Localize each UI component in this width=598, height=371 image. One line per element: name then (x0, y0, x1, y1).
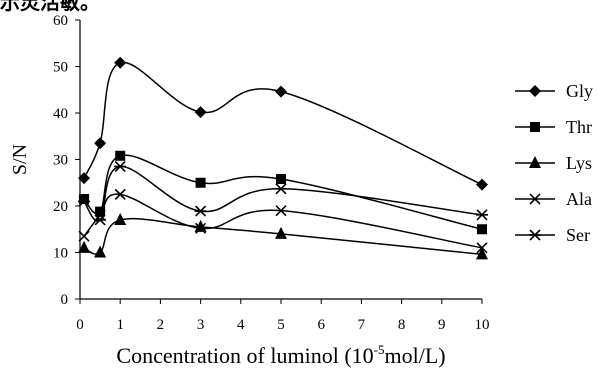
y-tick-label: 10 (53, 246, 68, 262)
data-point-ala (195, 222, 207, 234)
data-point-lys (476, 247, 488, 260)
legend-marker-ser (529, 229, 541, 241)
y-tick-label: 40 (53, 106, 68, 122)
legend-label: Lys (566, 153, 592, 173)
x-tick-label: 8 (398, 317, 406, 333)
x-tick-label: 0 (76, 317, 84, 333)
data-point-thr (195, 177, 206, 188)
data-point-gly (476, 178, 488, 191)
x-axis-label: Concentration of luminol (10-5mol/L) (116, 342, 445, 368)
data-point-ser (78, 195, 91, 207)
y-tick-label: 50 (53, 60, 68, 76)
data-point-thr (276, 174, 286, 185)
legend-label: Gly (566, 81, 593, 101)
x-tick-label: 6 (317, 317, 325, 333)
y-tick-label: 20 (53, 199, 68, 215)
legend: Gly Thr Lys Ala Ser (515, 81, 593, 245)
data-point-ser (476, 209, 488, 221)
x-tick-label: 4 (237, 317, 245, 333)
data-point-gly (78, 172, 91, 185)
data-point-gly (275, 85, 287, 98)
x-tick-label: 10 (475, 317, 490, 333)
legend-marker-gly (529, 85, 541, 97)
series-thr (79, 150, 487, 235)
legend-label: Ser (566, 225, 590, 245)
series-line-gly (83, 61, 483, 186)
series-ser (78, 160, 488, 226)
data-point-lys (114, 212, 127, 225)
y-tick-label: 0 (61, 292, 69, 308)
series-gly (78, 56, 488, 191)
legend-marker-lys (529, 156, 541, 168)
data-point-thr (477, 224, 487, 235)
data-point-gly (194, 106, 207, 119)
data-point-ser (275, 183, 287, 195)
data-point-ala (476, 242, 488, 254)
data-point-ala (275, 205, 287, 217)
data-point-ala (78, 230, 90, 242)
legend-item-lys: Lys (515, 153, 592, 173)
x-tick-label: 7 (358, 317, 366, 333)
y-tick-label: 30 (53, 153, 68, 169)
legend-marker-thr (530, 122, 540, 132)
x-tick-label: 2 (157, 317, 165, 333)
data-point-lys (78, 240, 91, 253)
legend-marker-ala (529, 193, 541, 205)
top-text-fragment: 示灵活敏。 (0, 0, 100, 14)
data-point-thr (95, 206, 106, 217)
x-tick-label: 1 (116, 317, 124, 333)
legend-item-gly: Gly (515, 81, 593, 101)
series-line-thr (83, 154, 483, 230)
data-point-ser (194, 205, 207, 217)
series-ala (78, 188, 488, 254)
series-line-ala (83, 193, 483, 249)
data-point-lys (275, 226, 287, 239)
y-ticks: 0 10 20 30 40 50 60 (53, 13, 80, 308)
legend-label: Ala (566, 189, 592, 209)
data-point-gly (114, 56, 127, 69)
x-tick-label: 3 (197, 317, 205, 333)
legend-item-thr: Thr (515, 117, 592, 137)
x-axis-label-tail: mol/L) (384, 343, 445, 368)
x-axis-label-main: Concentration of luminol (10 (116, 343, 373, 368)
data-point-ala (114, 188, 126, 200)
x-tick-label: 9 (438, 317, 446, 333)
legend-item-ser: Ser (515, 225, 590, 245)
axes: 0 1 2 3 4 5 6 7 8 9 10 0 10 20 30 40 50 60 (53, 13, 490, 333)
x-tick-label: 5 (277, 317, 285, 333)
data-point-ser (114, 160, 127, 173)
legend-item-ala: Ala (515, 189, 592, 209)
data-point-thr (79, 194, 90, 205)
legend-label: Thr (566, 117, 592, 137)
data-point-thr (115, 150, 126, 161)
x-axis-label-superscript: -5 (374, 342, 385, 357)
x-ticks: 0 1 2 3 4 5 6 7 8 9 10 (76, 299, 490, 333)
y-axis-label: S/N (9, 144, 31, 175)
data-point-ser (94, 214, 107, 226)
series-layer (78, 56, 488, 260)
data-point-gly (94, 137, 107, 150)
data-point-lys (94, 245, 107, 258)
y-tick-label: 60 (53, 13, 68, 29)
